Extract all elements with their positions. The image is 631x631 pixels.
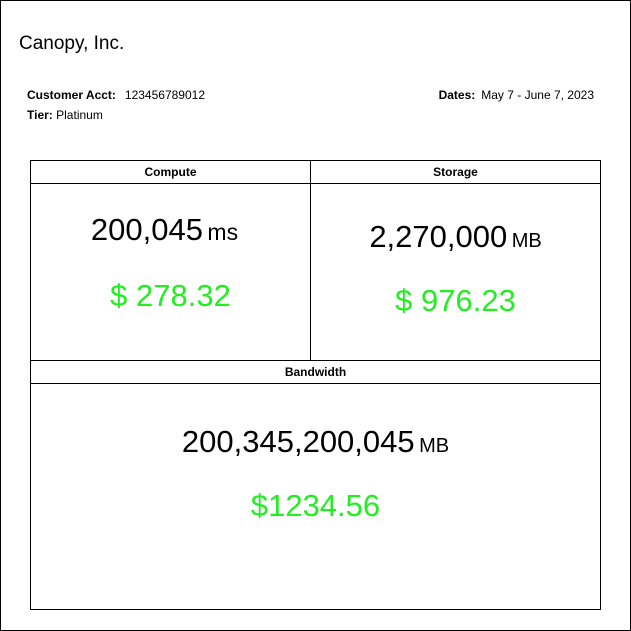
storage-header: Storage [310, 160, 601, 184]
bandwidth-amount: 200,345,200,045 [181, 424, 415, 459]
bandwidth-cost: $1234.56 [250, 488, 381, 523]
dates-label: Dates: [438, 88, 476, 102]
compute-cost: $ 278.32 [110, 278, 231, 313]
bandwidth-usage: 200,345,200,045 MB [31, 424, 600, 460]
tier: Tier: Platinum [27, 108, 103, 122]
billing-dates: Dates: May 7 - June 7, 2023 [439, 88, 594, 102]
compute-usage: 200,045 ms [19, 212, 310, 248]
company-name: Canopy, Inc. [19, 33, 125, 54]
tier-value: Platinum [56, 108, 103, 122]
storage-usage: 2,270,000 MB [311, 219, 600, 255]
compute-panel: 200,045 ms $ 278.32 [30, 183, 311, 361]
compute-amount: 200,045 [90, 212, 203, 247]
bandwidth-panel: 200,345,200,045 MB $1234.56 [30, 383, 601, 610]
storage-cost: $ 976.23 [395, 283, 516, 318]
dates-value: May 7 - June 7, 2023 [481, 88, 594, 102]
compute-unit: ms [207, 219, 239, 245]
customer-acct-value: 123456789012 [124, 88, 205, 102]
bandwidth-unit: MB [419, 435, 450, 457]
storage-amount: 2,270,000 [369, 219, 508, 254]
customer-account: Customer Acct: 123456789012 [27, 88, 205, 102]
compute-header: Compute [30, 160, 311, 184]
customer-acct-label: Customer Acct: [27, 88, 116, 102]
storage-unit: MB [511, 230, 542, 252]
bandwidth-header: Bandwidth [30, 360, 601, 384]
storage-panel: 2,270,000 MB $ 976.23 [310, 183, 601, 361]
tier-label: Tier: [27, 108, 53, 122]
